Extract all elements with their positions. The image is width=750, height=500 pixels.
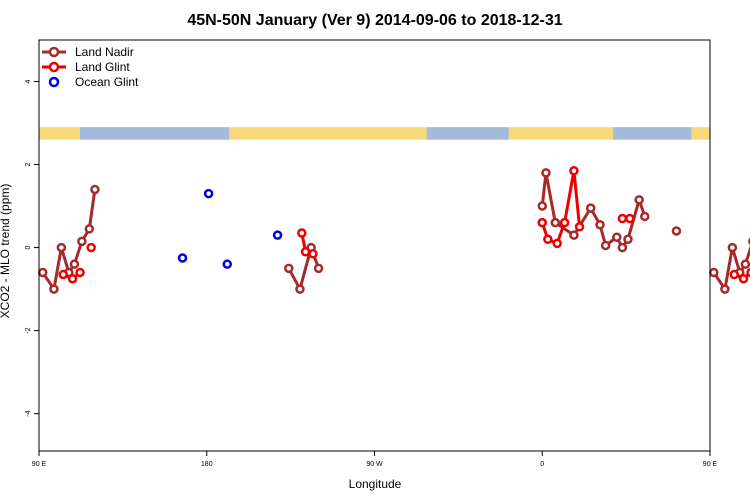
legend-swatch-marker: [48, 46, 60, 58]
data-point: [297, 228, 307, 238]
data-point: [177, 253, 188, 263]
x-axis: 90 E 180 90 W 0 90 E: [32, 451, 718, 468]
data-point: [623, 234, 633, 245]
y-axis: -4 -2 0 2 4: [25, 79, 39, 417]
data-point: [313, 263, 324, 274]
data-point: [550, 217, 561, 228]
data-point: [640, 211, 650, 222]
chart-title: 45N-50N January (Ver 9) 2014-09-06 to 20…: [187, 12, 562, 29]
series-1: [58, 166, 750, 284]
data-point: [559, 217, 570, 228]
x-tick-label: 90 W: [366, 461, 383, 468]
y-axis-title: XCO2 - MLO trend (ppm): [0, 184, 12, 319]
data-point: [617, 242, 628, 253]
data-point: [574, 222, 585, 232]
legend-label: Ocean Glint: [75, 75, 139, 89]
series-0: [37, 168, 750, 294]
data-point: [537, 201, 547, 211]
y-tick-label: 0: [25, 246, 32, 250]
x-tick-label: 90 E: [32, 461, 47, 468]
data-point: [727, 242, 738, 253]
data-point: [69, 259, 80, 269]
data-point: [84, 224, 95, 234]
ocean-band: [80, 127, 230, 140]
data-point: [203, 188, 214, 199]
data-point: [595, 219, 605, 230]
data-point: [86, 242, 96, 253]
data-point: [740, 259, 750, 269]
x-tick-label: 0: [540, 461, 544, 468]
data-point: [625, 213, 635, 224]
series-2: [177, 188, 283, 269]
series-line: [712, 245, 750, 291]
data-point: [300, 246, 311, 257]
data-point: [720, 284, 730, 294]
data-point: [90, 184, 100, 195]
x-tick-label: 90 E: [703, 461, 718, 468]
data-point: [746, 267, 750, 278]
data-point: [49, 284, 59, 294]
y-tick-label: 2: [25, 162, 32, 166]
legend-swatch-marker: [48, 61, 60, 73]
x-axis-title: Longitude: [349, 477, 402, 491]
data-point: [612, 232, 622, 242]
x-tick-label: 180: [201, 461, 213, 468]
data-point: [284, 263, 294, 274]
data-point: [37, 267, 48, 278]
land-ocean-strip: [39, 127, 710, 140]
data-point: [569, 166, 579, 176]
data-point: [708, 267, 719, 278]
data-point: [671, 226, 682, 236]
data-point: [634, 195, 644, 205]
y-tick-label: -2: [25, 327, 32, 333]
data-point: [67, 273, 78, 284]
legend-label: Land Glint: [75, 60, 130, 74]
data-point: [543, 234, 553, 245]
legend-swatch-marker: [48, 76, 60, 88]
y-tick-label: 4: [25, 79, 32, 83]
ocean-band: [613, 127, 692, 140]
data-point: [729, 269, 739, 280]
data-point: [75, 267, 85, 278]
data-point: [738, 273, 749, 284]
series-layer: [37, 166, 750, 294]
data-point: [222, 259, 233, 269]
data-point: [77, 236, 87, 247]
data-point: [272, 230, 283, 240]
data-point: [295, 284, 305, 294]
data-point: [617, 213, 628, 224]
data-point: [552, 238, 562, 249]
data-point: [569, 230, 579, 240]
data-point: [600, 240, 611, 251]
ocean-band: [426, 127, 509, 140]
data-point: [541, 168, 551, 178]
legend-label: Land Nadir: [75, 45, 134, 59]
y-tick-label: -4: [25, 410, 32, 416]
data-point: [585, 203, 596, 213]
data-point: [56, 242, 67, 253]
data-point: [58, 269, 68, 280]
series-line: [540, 171, 647, 250]
data-point: [308, 249, 318, 259]
data-point: [537, 217, 547, 228]
